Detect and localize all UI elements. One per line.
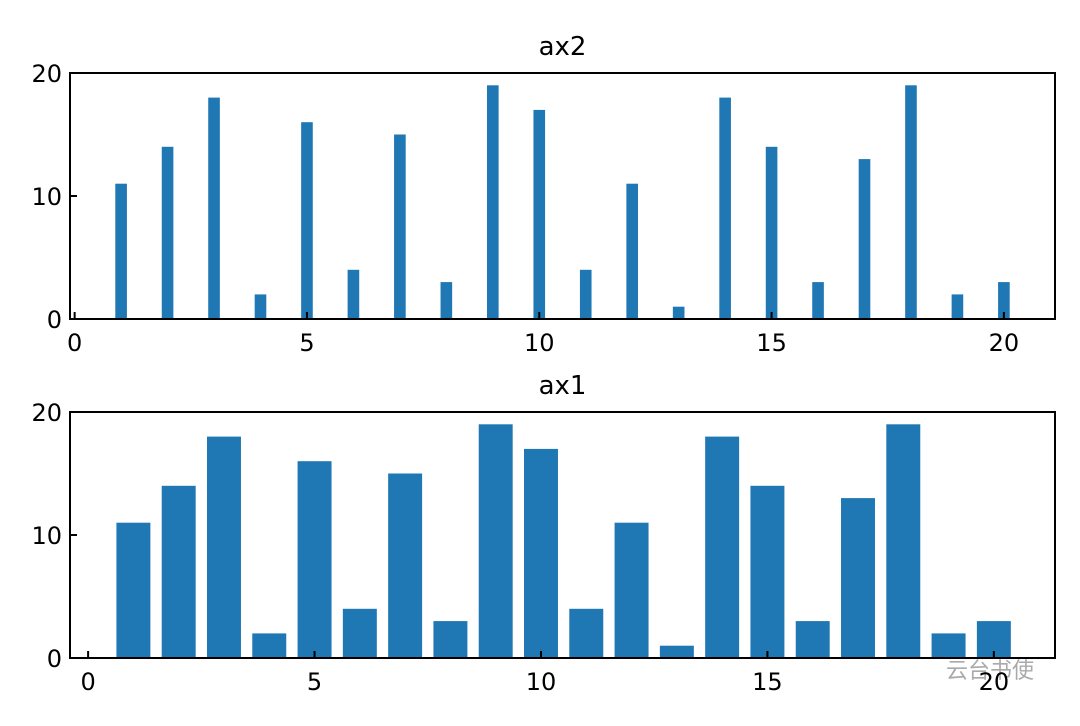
bar	[161, 146, 174, 319]
bar	[812, 282, 824, 319]
bar	[795, 621, 830, 658]
x-tick-label: 0	[67, 329, 82, 357]
bar	[254, 294, 267, 319]
bar	[208, 97, 220, 319]
y-tick-label: 0	[47, 645, 62, 673]
bar	[614, 522, 649, 658]
bar	[301, 122, 313, 319]
bar	[347, 269, 360, 319]
bar	[579, 269, 592, 319]
x-tick-label: 0	[80, 668, 95, 696]
bar	[931, 633, 966, 658]
x-tick-label: 20	[989, 329, 1020, 357]
x-tick-label: 10	[524, 329, 555, 357]
bar	[841, 498, 875, 658]
bar	[433, 621, 468, 658]
bar	[569, 608, 604, 658]
bar	[394, 134, 406, 319]
x-tick-label: 5	[307, 668, 322, 696]
bar	[886, 424, 921, 658]
bar	[116, 522, 151, 658]
y-tick-label: 10	[31, 522, 62, 550]
x-tick-label: 15	[756, 329, 787, 357]
bar	[659, 645, 694, 658]
chart-title: ax1	[539, 371, 587, 401]
bar	[533, 109, 546, 320]
bar	[297, 461, 332, 658]
x-tick-label: 15	[752, 668, 783, 696]
x-tick-label: 20	[979, 668, 1010, 696]
bar	[524, 448, 558, 658]
chart-title: ax2	[539, 32, 587, 62]
y-tick-label: 20	[31, 399, 62, 427]
bar	[440, 282, 453, 319]
bar	[672, 306, 685, 319]
bar	[750, 485, 785, 658]
x-tick-label: 5	[299, 329, 314, 357]
y-tick-label: 0	[47, 306, 62, 334]
bar	[486, 85, 499, 319]
bar	[388, 473, 423, 658]
bar	[905, 85, 917, 319]
y-tick-label: 20	[31, 60, 62, 88]
x-tick-label: 10	[526, 668, 557, 696]
bar	[719, 97, 731, 319]
bar	[705, 436, 740, 658]
bar	[998, 282, 1010, 319]
bar	[951, 294, 964, 319]
bar	[765, 146, 778, 319]
bar	[858, 159, 871, 319]
bar	[115, 183, 127, 319]
bar	[626, 183, 639, 319]
bar	[342, 608, 377, 658]
bar	[206, 436, 241, 658]
y-tick-label: 10	[31, 183, 62, 211]
bar	[161, 485, 196, 658]
watermark: 云台书使	[946, 659, 1034, 684]
bar	[252, 633, 287, 658]
bar	[478, 424, 513, 658]
